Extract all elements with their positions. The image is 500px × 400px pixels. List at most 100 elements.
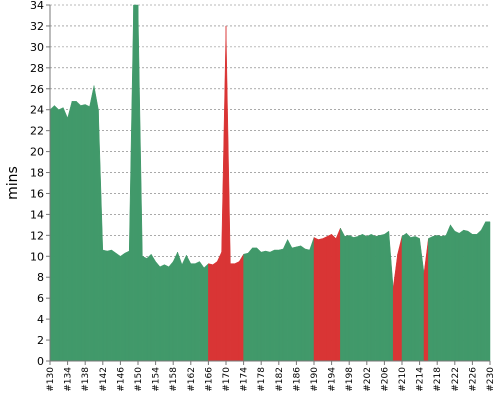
- area-segment-139: [89, 85, 95, 362]
- area-segment-227: [476, 229, 482, 362]
- area-segment-147: [124, 250, 130, 362]
- area-segment-138: [84, 104, 90, 362]
- y-tick-label: 12: [30, 229, 44, 242]
- area-segment-167: [212, 261, 218, 362]
- y-tick-label: 20: [30, 146, 44, 159]
- area-segment-135: [71, 101, 77, 362]
- area-segment-145: [115, 252, 121, 362]
- area-segment-188: [304, 248, 310, 362]
- x-tick-label: #170: [222, 367, 232, 392]
- y-tick-label: 30: [30, 41, 44, 54]
- area-segment-223: [458, 229, 464, 362]
- area-segment-156: [164, 264, 170, 362]
- area-segment-182: [278, 248, 284, 362]
- y-tick-label: 0: [37, 355, 44, 368]
- y-tick-label: 24: [30, 104, 44, 117]
- area-segment-212: [410, 236, 416, 362]
- area-segment-224: [463, 229, 469, 362]
- y-tick-label: 32: [30, 20, 44, 33]
- area-segment-149: [133, 4, 139, 362]
- x-tick-label: #162: [187, 367, 197, 392]
- area-segment-162: [190, 263, 196, 362]
- area-segment-198: [348, 234, 354, 362]
- area-segment-192: [322, 236, 328, 362]
- area-segment-158: [172, 252, 178, 362]
- area-segment-179: [265, 250, 271, 362]
- area-segment-225: [467, 230, 473, 362]
- area-segment-194: [331, 233, 337, 362]
- x-tick-label: #186: [292, 367, 302, 392]
- y-tick-label: 16: [30, 187, 44, 200]
- y-axis-label: mins: [5, 166, 21, 200]
- area-segment-219: [441, 235, 447, 362]
- x-tick-label: #146: [116, 367, 126, 392]
- area-segment-174: [243, 252, 249, 362]
- area-segment-185: [291, 246, 297, 362]
- x-tick-label: #198: [345, 367, 355, 392]
- area-segment-137: [80, 104, 86, 362]
- area-segment-226: [472, 234, 478, 362]
- area-segment-197: [344, 235, 350, 362]
- y-tick-label: 10: [30, 250, 44, 263]
- area-segment-202: [366, 233, 372, 362]
- area-segment-221: [450, 224, 456, 362]
- area-segment-196: [340, 227, 346, 362]
- y-tick-label: 8: [37, 271, 44, 284]
- area-segment-209: [397, 236, 403, 362]
- area-segment-216: [428, 236, 434, 362]
- area-segment-207: [388, 231, 394, 362]
- area-segment-155: [159, 264, 165, 362]
- x-tick-label: #166: [204, 367, 214, 392]
- area-segment-157: [168, 260, 174, 362]
- x-tick-label: #206: [380, 367, 390, 392]
- area-segment-165: [203, 263, 209, 362]
- area-segment-187: [300, 245, 306, 362]
- x-tick-label: #154: [152, 367, 162, 392]
- x-tick-label: #226: [468, 367, 478, 392]
- area-segment-189: [309, 237, 315, 362]
- area-segment-166: [208, 263, 214, 362]
- area-segment-151: [142, 255, 148, 362]
- area-segment-211: [406, 232, 412, 362]
- area-segment-154: [155, 260, 161, 362]
- area-segment-134: [67, 101, 73, 362]
- x-tick-label: #130: [46, 367, 56, 392]
- area-segment-130: [49, 104, 55, 362]
- area-segment-204: [375, 235, 381, 362]
- area-segment-178: [260, 250, 266, 362]
- x-tick-label: #222: [451, 367, 461, 392]
- area-segment-229: [485, 221, 491, 362]
- area-segment-164: [199, 260, 205, 362]
- area-segment-228: [480, 221, 486, 362]
- area-segment-168: [216, 252, 222, 362]
- area-segment-150: [137, 4, 143, 362]
- area-segment-133: [62, 107, 68, 362]
- area-segment-199: [353, 236, 359, 362]
- area-segment-193: [326, 233, 332, 362]
- area-segment-132: [58, 107, 64, 362]
- area-segment-214: [419, 238, 425, 362]
- y-tick-label: 28: [30, 62, 44, 75]
- area-segment-210: [401, 232, 407, 362]
- area-segment-206: [384, 230, 390, 362]
- area-segment-180: [269, 249, 275, 362]
- x-tick-label: #190: [310, 367, 320, 392]
- y-tick-label: 34: [30, 0, 44, 12]
- area-segment-176: [252, 247, 258, 362]
- x-tick-label: #142: [99, 367, 109, 392]
- x-tick-label: #178: [257, 367, 267, 392]
- x-tick-label: #174: [240, 367, 250, 392]
- x-tick-label: #158: [169, 367, 179, 392]
- area-segment-148: [128, 4, 134, 362]
- x-tick-label: #138: [81, 367, 91, 392]
- area-segment-184: [287, 239, 293, 362]
- x-tick-label: #202: [363, 367, 373, 392]
- y-tick-label: 18: [30, 167, 44, 180]
- area-segment-131: [54, 104, 60, 362]
- area-segment-136: [76, 100, 82, 362]
- x-tick-labels: #130 #134 #138 #142 #146 #150 #154 #158 #162 #166…: [46, 361, 496, 392]
- area-segment-186: [296, 245, 302, 362]
- y-tick-label: 4: [37, 313, 44, 326]
- area-segment-143: [106, 249, 112, 362]
